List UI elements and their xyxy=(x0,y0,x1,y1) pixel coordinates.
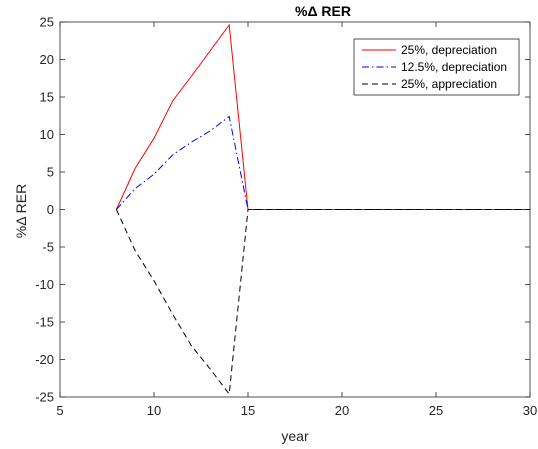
y-tick-label: -15 xyxy=(35,315,54,330)
y-tick-label: 5 xyxy=(47,165,54,180)
y-tick-label: 10 xyxy=(40,127,54,142)
y-tick-label: 25 xyxy=(40,15,54,30)
legend-entry-2: 12.5%, depreciation xyxy=(401,60,507,74)
x-tick-label: 25 xyxy=(429,403,443,418)
y-tick-label: -25 xyxy=(35,390,54,405)
legend-entry-1: 25%, depreciation xyxy=(401,43,497,57)
series-group xyxy=(115,23,530,396)
x-tick-label: 20 xyxy=(335,403,349,418)
x-axis-label: year xyxy=(281,428,309,444)
y-tick-label: 20 xyxy=(40,52,54,67)
y-tick-label: 15 xyxy=(40,90,54,105)
y-tick-label: -5 xyxy=(42,240,54,255)
series-line-3 xyxy=(115,209,530,396)
chart-title: %Δ RER xyxy=(295,3,351,19)
legend-entry-3: 25%, appreciation xyxy=(401,77,497,91)
y-tick-label: -10 xyxy=(35,277,54,292)
y-tick-label: 0 xyxy=(47,202,54,217)
x-tick-label: 5 xyxy=(56,403,63,418)
x-tick-label: 10 xyxy=(147,403,161,418)
y-tick-label: -20 xyxy=(35,352,54,367)
x-tick-label: 15 xyxy=(241,403,255,418)
y-axis: -25 -20 -15 -10 -5 0 5 10 15 20 25 xyxy=(35,15,530,405)
y-axis-label: %Δ RER xyxy=(13,184,29,238)
x-axis: 5 10 15 20 25 30 xyxy=(56,22,537,418)
legend: 25%, depreciation 12.5%, depreciation 25%,… xyxy=(353,38,520,96)
x-tick-label: 30 xyxy=(523,403,537,418)
